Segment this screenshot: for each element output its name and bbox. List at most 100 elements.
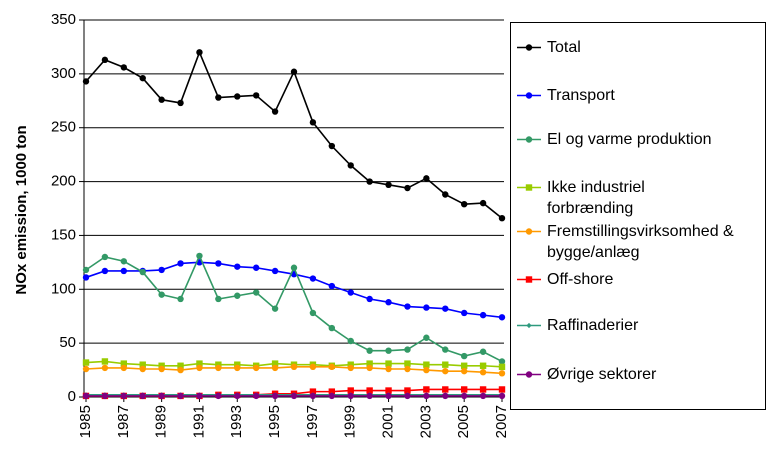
marker xyxy=(309,309,317,317)
marker xyxy=(366,364,373,372)
marker xyxy=(158,96,165,103)
marker xyxy=(271,364,279,372)
legend-swatch xyxy=(517,276,541,283)
legend-swatch xyxy=(517,228,541,235)
marker xyxy=(423,304,430,311)
marker xyxy=(366,178,373,185)
marker xyxy=(215,361,222,368)
marker xyxy=(404,303,411,310)
marker xyxy=(139,361,146,368)
marker xyxy=(498,363,506,371)
marker xyxy=(271,108,279,115)
marker xyxy=(526,322,532,329)
marker xyxy=(479,369,487,376)
legend-item: Ikke industriel forbrænding xyxy=(515,177,645,219)
legend-swatch xyxy=(517,322,541,329)
legend-item: Total xyxy=(515,37,581,58)
marker xyxy=(328,282,336,290)
marker xyxy=(309,392,317,400)
marker xyxy=(290,363,298,371)
marker xyxy=(423,366,430,374)
marker xyxy=(385,365,392,373)
marker xyxy=(442,191,449,198)
marker xyxy=(309,119,317,126)
marker xyxy=(82,78,90,85)
marker xyxy=(460,386,468,393)
marker xyxy=(177,362,184,369)
legend-item: Off-shore xyxy=(515,269,613,290)
y-tick-label: 0 xyxy=(68,388,76,405)
marker xyxy=(158,291,165,298)
marker xyxy=(328,392,336,400)
marker xyxy=(177,366,184,374)
marker xyxy=(215,364,222,372)
marker xyxy=(328,363,336,371)
marker xyxy=(460,367,468,375)
marker xyxy=(196,252,203,260)
marker xyxy=(442,305,449,312)
marker xyxy=(442,392,449,400)
marker xyxy=(271,267,279,275)
marker xyxy=(525,371,533,378)
legend-item: Fremstillingsvirksomhed & bygge/anlæg xyxy=(515,221,734,263)
marker xyxy=(525,228,533,235)
marker xyxy=(177,99,184,107)
legend: Total Transport El og varme produktion Ikke… xyxy=(510,22,766,410)
marker xyxy=(347,364,354,372)
x-tick-label: 1987 xyxy=(115,405,132,438)
legend-swatch xyxy=(517,92,541,99)
marker xyxy=(385,387,392,394)
marker xyxy=(215,392,222,400)
x-tick-label: 2001 xyxy=(380,405,397,438)
x-tick-label: 1985 xyxy=(77,405,94,438)
marker xyxy=(442,386,449,393)
marker xyxy=(234,292,241,299)
marker xyxy=(385,299,392,306)
marker xyxy=(385,392,392,400)
series-line xyxy=(85,50,503,219)
legend-label: Transport xyxy=(547,87,615,104)
marker xyxy=(252,392,260,400)
marker xyxy=(120,258,128,265)
marker xyxy=(366,387,373,394)
marker xyxy=(498,386,506,393)
marker xyxy=(525,136,533,143)
legend-label: Ikke industriel forbrænding xyxy=(547,179,645,217)
marker xyxy=(139,392,146,400)
marker xyxy=(101,392,109,400)
marker xyxy=(290,68,298,75)
marker xyxy=(196,360,203,367)
x-tick-label: 1997 xyxy=(304,405,321,438)
marker xyxy=(82,392,90,400)
marker xyxy=(460,309,468,317)
marker xyxy=(460,362,468,369)
legend-label: Total xyxy=(547,39,581,56)
marker xyxy=(177,295,184,303)
marker xyxy=(82,365,90,373)
marker xyxy=(525,276,533,283)
marker xyxy=(423,334,430,341)
marker xyxy=(328,324,336,332)
marker xyxy=(385,347,392,354)
x-tick-label: 2007 xyxy=(493,405,508,438)
marker xyxy=(101,267,109,275)
marker xyxy=(479,392,487,400)
marker xyxy=(498,392,506,400)
x-tick-label: 1993 xyxy=(228,405,245,438)
chart: NOx emission, 1000 ton 0 50 100 150 200 250 30… xyxy=(13,11,508,438)
marker xyxy=(215,295,222,303)
marker xyxy=(423,361,430,368)
marker xyxy=(404,365,411,373)
marker xyxy=(139,74,146,82)
marker xyxy=(101,56,109,64)
marker xyxy=(309,388,317,395)
marker xyxy=(271,360,279,367)
marker xyxy=(252,364,260,372)
legend-label: Off-shore xyxy=(547,271,614,288)
x-tick-label: 2003 xyxy=(417,405,434,438)
marker xyxy=(347,289,354,296)
y-tick-label: 200 xyxy=(51,173,76,190)
marker xyxy=(347,162,354,169)
legend-label: Raffinaderier xyxy=(547,317,639,334)
